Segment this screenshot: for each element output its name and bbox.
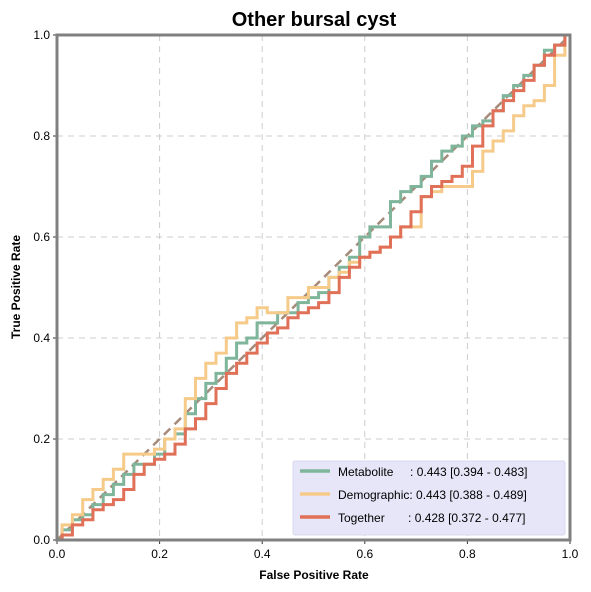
roc-curve-metabolite <box>57 33 570 542</box>
x-tick-label: 0.8 <box>459 547 476 561</box>
y-tick-label: 0.8 <box>33 129 50 143</box>
legend-label-together: Together : 0.428 [0.372 - 0.477] <box>338 511 525 525</box>
y-tick-label: 0.6 <box>33 230 50 244</box>
y-axis-label: True Positive Rate <box>9 235 23 339</box>
plot-frame <box>55 33 572 542</box>
x-axis-label: False Positive Rate <box>259 568 369 582</box>
legend: Metabolite : 0.443 [0.394 - 0.483] Demogr… <box>292 460 566 536</box>
roc-curve-together <box>57 33 570 542</box>
chart-title: Other bursal cyst <box>232 9 397 31</box>
y-tick-label: 0.2 <box>33 432 50 446</box>
y-tick-label: 1.0 <box>33 28 50 42</box>
y-tick-label: 0.0 <box>33 533 50 547</box>
legend-label-metabolite: Metabolite : 0.443 [0.394 - 0.483] <box>338 465 527 479</box>
x-tick-label: 0.0 <box>49 547 66 561</box>
roc-curve-demographic <box>57 33 570 542</box>
legend-box <box>292 460 566 536</box>
x-tick-label: 1.0 <box>562 547 579 561</box>
x-tick-label: 0.4 <box>254 547 271 561</box>
plot-area: 0.00.0 0.2 0.2 0.4 0.4 0.6 0.6 0.8 0.8 1.0 1.0 Meta… <box>33 28 578 561</box>
y-tick-label: 0.4 <box>33 331 50 345</box>
x-tick-label: 0.6 <box>356 547 373 561</box>
legend-label-demographic: Demographic: 0.443 [0.388 - 0.489] <box>338 488 527 502</box>
x-tick-label: 0.2 <box>151 547 168 561</box>
